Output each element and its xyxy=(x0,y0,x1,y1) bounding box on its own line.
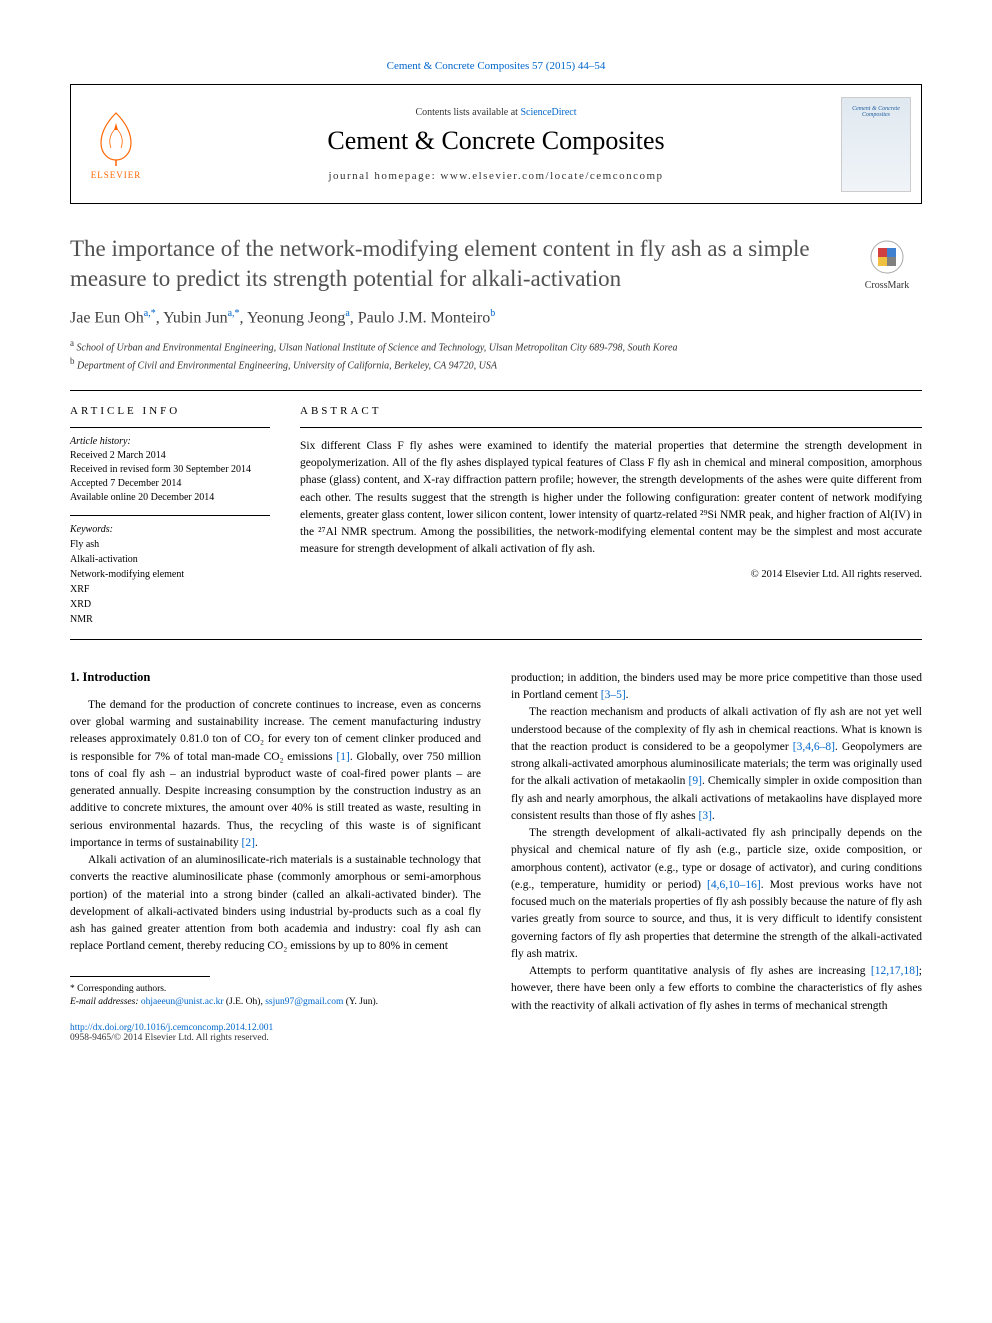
homepage-url[interactable]: www.elsevier.com/locate/cemconcomp xyxy=(440,170,663,182)
keyword: Network-modifying element xyxy=(70,567,270,582)
paragraph: Alkali activation of an aluminosilicate-… xyxy=(70,852,481,956)
column-right: production; in addition, the binders use… xyxy=(511,670,922,1043)
crossmark-label: CrossMark xyxy=(852,280,922,291)
journal-issue-link[interactable]: Cement & Concrete Composites 57 (2015) 4… xyxy=(70,60,922,72)
divider-2 xyxy=(70,639,922,640)
author-4-aff: b xyxy=(490,308,495,319)
cover-image: Cement & Concrete Composites xyxy=(841,97,911,192)
contents-lists-line: Contents lists available at ScienceDirec… xyxy=(415,107,576,118)
homepage-prefix: journal homepage: xyxy=(328,170,440,182)
info-divider-2 xyxy=(70,515,270,516)
abstract-heading: ABSTRACT xyxy=(300,405,922,417)
affiliation-a: a School of Urban and Environmental Engi… xyxy=(70,337,922,355)
email-2[interactable]: ssjun97@gmail.com xyxy=(265,997,343,1007)
journal-homepage: journal homepage: www.elsevier.com/locat… xyxy=(328,170,663,182)
email-1[interactable]: ohjaeeun@unist.ac.kr xyxy=(141,997,224,1007)
abstract-copyright: © 2014 Elsevier Ltd. All rights reserved… xyxy=(300,569,922,580)
keyword: XRF xyxy=(70,582,270,597)
cover-label: Cement & Concrete Composites xyxy=(846,106,906,119)
keyword: Fly ash xyxy=(70,537,270,552)
paragraph: The strength development of alkali-activ… xyxy=(511,825,922,963)
body-text-left: The demand for the production of concret… xyxy=(70,697,481,956)
footnote-block: * Corresponding authors. E-mail addresse… xyxy=(70,983,481,1010)
paragraph: The demand for the production of concret… xyxy=(70,697,481,852)
abstract-text: Six different Class F fly ashes were exa… xyxy=(300,438,922,559)
crossmark-icon xyxy=(870,240,904,274)
affiliation-b: b Department of Civil and Environmental … xyxy=(70,355,922,373)
author-3: Yeonung Jeong xyxy=(247,309,345,326)
sciencedirect-link[interactable]: ScienceDirect xyxy=(520,107,576,118)
issn-line: 0958-9465/© 2014 Elsevier Ltd. All right… xyxy=(70,1033,481,1043)
contents-prefix: Contents lists available at xyxy=(415,107,520,118)
body-text-right: production; in addition, the binders use… xyxy=(511,670,922,1015)
article-title: The importance of the network-modifying … xyxy=(70,234,832,294)
section-1-heading: 1. Introduction xyxy=(70,670,481,685)
corresponding-label: * Corresponding authors. xyxy=(70,983,481,996)
affiliations: a School of Urban and Environmental Engi… xyxy=(70,337,922,374)
author-2-aff: a,* xyxy=(228,308,240,319)
ref-link[interactable]: [9] xyxy=(689,775,702,787)
footnote-divider xyxy=(70,976,210,977)
journal-cover-thumb: Cement & Concrete Composites xyxy=(831,85,921,203)
keyword: NMR xyxy=(70,612,270,627)
author-1: Jae Eun Oh xyxy=(70,309,144,326)
doi-link[interactable]: http://dx.doi.org/10.1016/j.cemconcomp.2… xyxy=(70,1023,481,1033)
page: Cement & Concrete Composites 57 (2015) 4… xyxy=(0,0,992,1083)
email-1-name: (J.E. Oh), xyxy=(224,997,266,1007)
info-divider xyxy=(70,427,270,428)
keywords-list: Fly ash Alkali-activation Network-modify… xyxy=(70,537,270,627)
abstract-block: ABSTRACT Six different Class F fly ashes… xyxy=(300,405,922,627)
title-block: The importance of the network-modifying … xyxy=(70,234,922,294)
author-3-aff: a xyxy=(345,308,349,319)
keywords-label: Keywords: xyxy=(70,524,270,535)
journal-header: ELSEVIER Contents lists available at Sci… xyxy=(70,84,922,204)
email-label: E-mail addresses: xyxy=(70,997,141,1007)
paragraph: The reaction mechanism and products of a… xyxy=(511,704,922,825)
journal-name: Cement & Concrete Composites xyxy=(327,126,664,156)
history-label: Article history: xyxy=(70,436,270,447)
article-info-heading: ARTICLE INFO xyxy=(70,405,270,417)
column-left: 1. Introduction The demand for the produ… xyxy=(70,670,481,1043)
ref-link[interactable]: [4,6,10–16] xyxy=(707,879,761,891)
tree-icon xyxy=(86,108,146,168)
author-4: Paulo J.M. Monteiro xyxy=(358,309,490,326)
paragraph: production; in addition, the binders use… xyxy=(511,670,922,705)
keyword: Alkali-activation xyxy=(70,552,270,567)
info-abstract-row: ARTICLE INFO Article history: Received 2… xyxy=(70,405,922,627)
author-1-aff: a,* xyxy=(144,308,156,319)
ref-link[interactable]: [3–5] xyxy=(601,689,626,701)
email-line: E-mail addresses: ohjaeeun@unist.ac.kr (… xyxy=(70,996,481,1009)
elsevier-label: ELSEVIER xyxy=(91,170,142,180)
keyword: XRD xyxy=(70,597,270,612)
divider xyxy=(70,390,922,391)
ref-link[interactable]: [1] xyxy=(336,751,349,763)
ref-link[interactable]: [2] xyxy=(242,837,255,849)
header-center: Contents lists available at ScienceDirec… xyxy=(161,85,831,203)
body-columns: 1. Introduction The demand for the produ… xyxy=(70,670,922,1043)
abstract-divider xyxy=(300,427,922,428)
history-text: Received 2 March 2014 Received in revise… xyxy=(70,449,270,505)
authors-line: Jae Eun Oha,*, Yubin Juna,*, Yeonung Jeo… xyxy=(70,308,922,327)
paragraph: Attempts to perform quantitative analysi… xyxy=(511,963,922,1015)
email-2-name: (Y. Jun). xyxy=(343,997,378,1007)
elsevier-logo: ELSEVIER xyxy=(71,85,161,203)
ref-link[interactable]: [3] xyxy=(698,810,711,822)
ref-link[interactable]: [3,4,6–8] xyxy=(793,741,835,753)
crossmark-badge[interactable]: CrossMark xyxy=(852,240,922,291)
article-info: ARTICLE INFO Article history: Received 2… xyxy=(70,405,270,627)
author-2: Yubin Jun xyxy=(163,309,227,326)
ref-link[interactable]: [12,17,18] xyxy=(871,965,919,977)
